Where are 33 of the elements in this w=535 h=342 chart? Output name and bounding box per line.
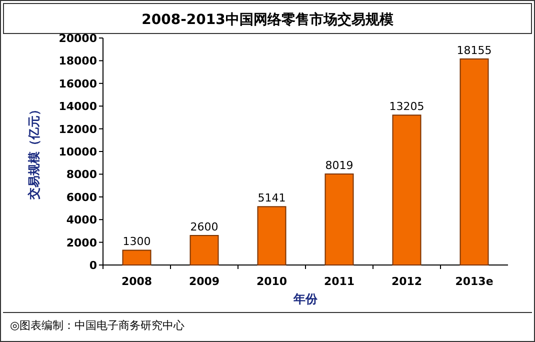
x-axis-title: 年份 [292, 292, 318, 306]
x-tick-label: 2008 [121, 275, 152, 288]
x-tick-label: 2012 [391, 275, 422, 288]
x-tick-label: 2009 [188, 275, 220, 288]
bar [190, 234, 219, 266]
bar [392, 114, 422, 266]
y-tick-label: 2000 [66, 236, 98, 250]
y-tick-label: 14000 [58, 100, 98, 114]
y-tick-label: 6000 [66, 190, 98, 204]
data-label: 2600 [190, 220, 218, 234]
y-tick-label: 18000 [58, 54, 98, 68]
chart-title: 2008-2013中国网络零售市场交易规模 [142, 11, 394, 28]
x-tick-label: 2013e [455, 275, 494, 288]
data-label: 5141 [258, 192, 286, 205]
y-tick-label: 4000 [66, 214, 98, 227]
y-tick-label: 8000 [66, 168, 98, 182]
data-label: 13205 [389, 100, 424, 114]
bar [257, 206, 286, 266]
y-tick-label: 0 [89, 259, 98, 272]
y-tick-label: 16000 [58, 77, 98, 90]
y-tick-label: 12000 [58, 122, 98, 136]
data-label: 8019 [325, 158, 354, 172]
y-tick-label: 10000 [58, 146, 98, 158]
text: ◎图表编制：中国电子商务研究中心 [10, 319, 185, 332]
bar [324, 173, 354, 266]
data-label: 1300 [122, 235, 151, 248]
y-tick-label: 20000 [58, 32, 98, 45]
bar [122, 250, 152, 266]
y-axis-title: 交易规模（亿元） [27, 104, 41, 200]
x-tick-label: 2011 [324, 275, 355, 288]
bar [460, 58, 489, 266]
x-tick-label: 2010 [256, 275, 288, 288]
data-label: 18155 [456, 44, 492, 57]
